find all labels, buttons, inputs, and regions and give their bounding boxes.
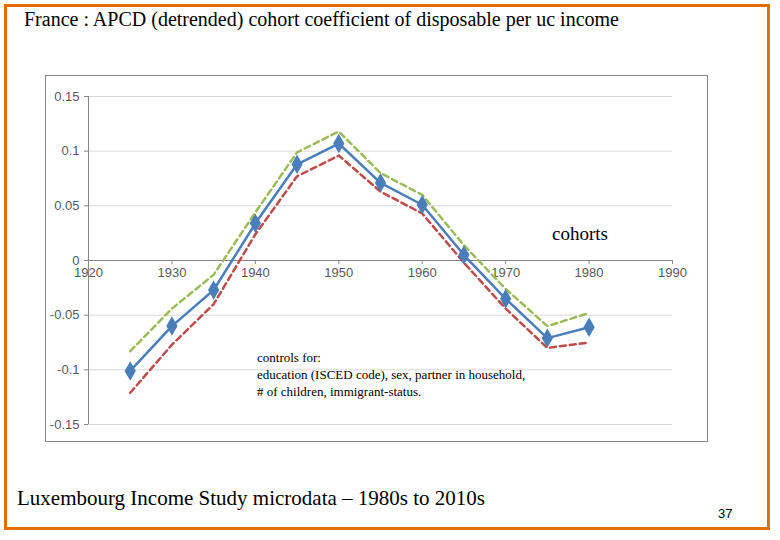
html-text:37: 37: [718, 506, 733, 521]
svg-text:1970: 1970: [491, 264, 521, 280]
html-text:France : APCD (detrended) coho: France : APCD (detrended) cohort coeffic…: [24, 8, 619, 30]
svg-text:1940: 1940: [241, 265, 270, 280]
svg-text:1930: 1930: [157, 265, 186, 280]
svg-text:1990: 1990: [658, 265, 687, 280]
svg-text:-0.05: -0.05: [50, 307, 80, 322]
svg-text:1920: 1920: [74, 264, 103, 280]
svg-text:-0.15: -0.15: [50, 417, 80, 432]
svg-text:1980: 1980: [575, 265, 604, 280]
html-text:cohorts: cohorts: [552, 223, 608, 244]
html-text:Luxembourg Income Study microd: Luxembourg Income Study microdata – 1980…: [17, 486, 485, 510]
html-text:controls for: education (ISCED: controls for: education (ISCED code), se…: [257, 350, 526, 399]
svg-text:1960: 1960: [408, 265, 437, 280]
svg-text:-0.1: -0.1: [57, 362, 79, 377]
svg-text:0.1: 0.1: [61, 143, 79, 158]
svg-text:0.05: 0.05: [54, 198, 79, 213]
svg-text:0: 0: [72, 253, 79, 268]
svg-text:0.15: 0.15: [54, 89, 79, 104]
svg-text:1950: 1950: [324, 265, 353, 280]
